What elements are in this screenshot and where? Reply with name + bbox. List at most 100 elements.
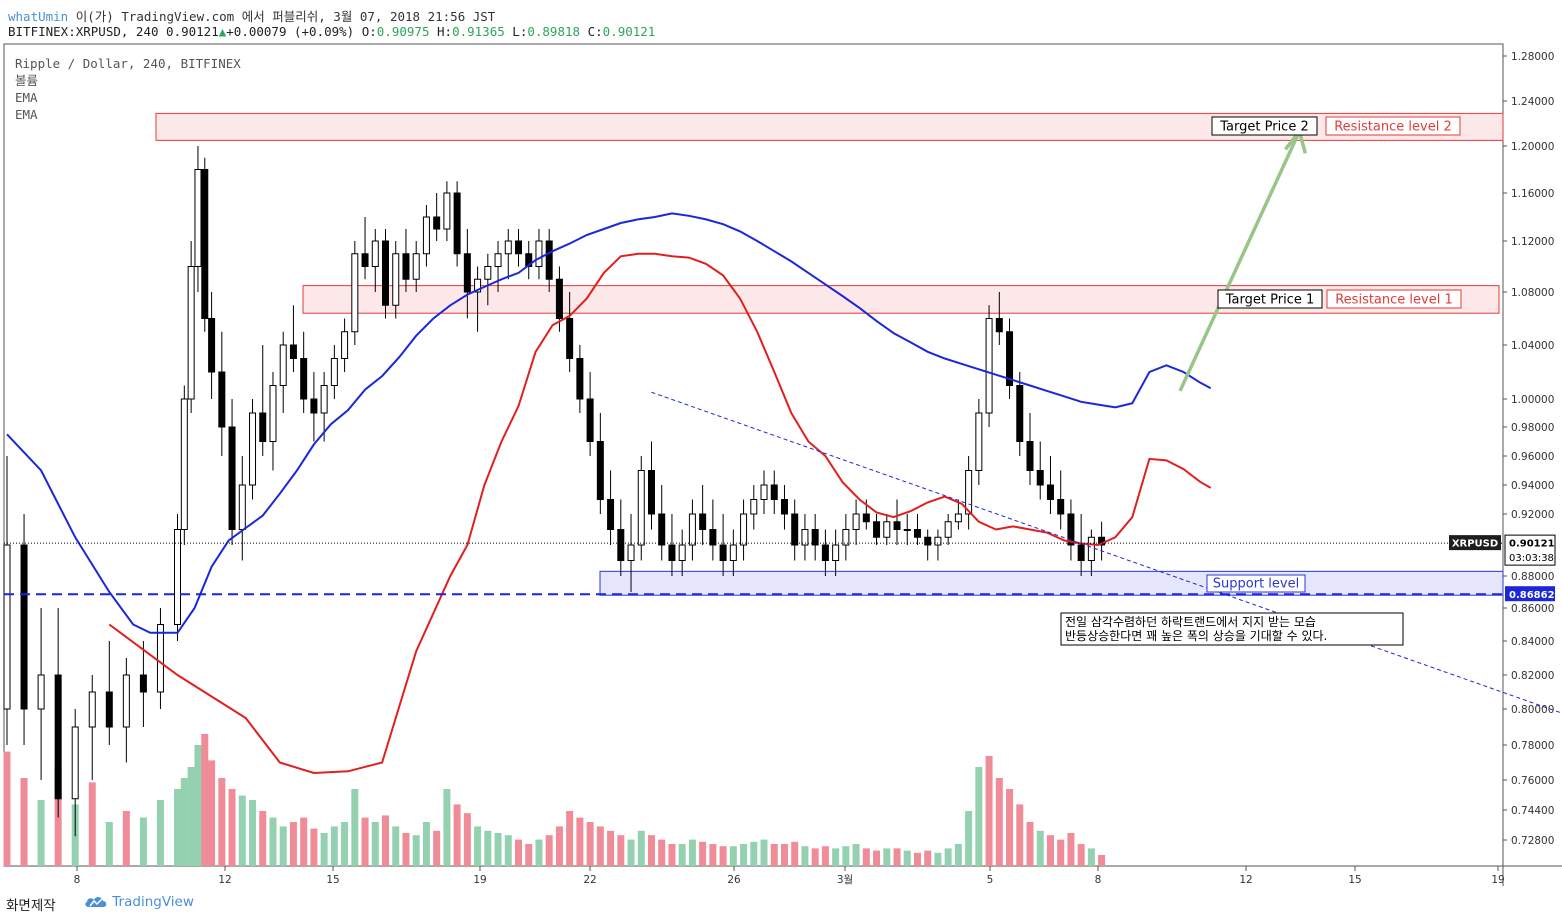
time-tick-label: 3월 bbox=[837, 874, 853, 886]
price-axis: 1.28000 1.24000 1.20000 1.16000 1.12000 1.080… bbox=[1449, 51, 1556, 847]
annotation-line: 반등상승한다면 꽤 높은 폭의 상승을 기대할 수 있다. bbox=[1065, 629, 1327, 643]
candle-body bbox=[555, 278, 563, 319]
volume-bar bbox=[433, 830, 441, 866]
volume-bar bbox=[1057, 839, 1065, 866]
price-tick-label: 1.20000 bbox=[1511, 141, 1554, 153]
volume-bar bbox=[944, 848, 952, 866]
candle-body bbox=[351, 253, 359, 333]
volume-bar bbox=[903, 850, 911, 866]
volume-bar bbox=[37, 800, 45, 866]
volume-bar bbox=[995, 778, 1003, 866]
author-link[interactable]: whatUmin bbox=[8, 9, 69, 24]
volume-bar bbox=[443, 789, 451, 866]
candle-body bbox=[382, 240, 390, 306]
candle-body bbox=[392, 253, 400, 306]
volume-bar bbox=[893, 848, 901, 866]
time-tick-label: 8 bbox=[74, 874, 81, 886]
high-label: H: bbox=[437, 24, 453, 39]
candle-body bbox=[975, 412, 983, 471]
volume-bar bbox=[320, 833, 328, 866]
volume-bars bbox=[3, 734, 1106, 866]
volume-bar bbox=[208, 760, 216, 866]
price-tick-label: 1.24000 bbox=[1511, 96, 1554, 108]
volume-bar bbox=[249, 800, 257, 866]
volume-bar bbox=[617, 835, 625, 866]
candle-body bbox=[180, 398, 188, 530]
candle-body bbox=[300, 358, 308, 400]
volume-bar bbox=[20, 778, 28, 866]
volume-bar bbox=[310, 828, 318, 866]
candle-body bbox=[944, 521, 952, 538]
target-price-2-label: Target Price 2 bbox=[1219, 120, 1308, 135]
candle-body bbox=[750, 499, 758, 515]
candle-body bbox=[903, 529, 911, 531]
tradingview-logo[interactable]: TradingView bbox=[84, 894, 194, 910]
price-tick-label: 0.92000 bbox=[1511, 509, 1554, 521]
candle-body bbox=[194, 169, 202, 267]
legend-volume: 볼륨 bbox=[15, 73, 39, 88]
volume-bar bbox=[719, 846, 727, 866]
candle-body bbox=[443, 192, 451, 230]
candle-body bbox=[740, 513, 748, 546]
candle-body bbox=[535, 240, 543, 267]
ema-fast-line bbox=[108, 252, 1212, 775]
last-price-text: 0.90121 bbox=[1509, 539, 1555, 550]
volume-bar bbox=[525, 844, 533, 866]
candle-body bbox=[801, 529, 809, 546]
volume-bar bbox=[586, 822, 594, 866]
time-tick-label: 22 bbox=[583, 874, 596, 886]
candle-body bbox=[658, 513, 666, 546]
volume-bar bbox=[688, 839, 696, 866]
candle-body bbox=[699, 513, 707, 530]
price-tick-label: 0.78000 bbox=[1511, 740, 1554, 752]
volume-bar bbox=[699, 841, 707, 866]
time-tick-label: 19 bbox=[473, 874, 486, 886]
candle-body bbox=[156, 624, 164, 693]
candle-body bbox=[139, 674, 147, 693]
volume-bar bbox=[392, 826, 400, 866]
candle-body bbox=[320, 385, 328, 414]
candle-body bbox=[760, 484, 768, 500]
candle-body bbox=[791, 513, 799, 546]
candle-body bbox=[770, 484, 778, 500]
chart-legend: Ripple / Dollar, 240, BITFINEX 볼륨 EMA EM… bbox=[15, 55, 241, 123]
publish-header: whatUmin 이(가) TradingView.com 에서 퍼블리쉬, 3… bbox=[8, 6, 495, 25]
volume-bar bbox=[1087, 848, 1095, 866]
support-level-label-box bbox=[1206, 574, 1306, 593]
volume-bar bbox=[913, 852, 921, 866]
volume-bar bbox=[985, 756, 993, 866]
candle-body bbox=[954, 513, 962, 523]
candle-body bbox=[515, 240, 522, 255]
time-tick-label: 12 bbox=[1239, 874, 1252, 886]
volume-bar bbox=[330, 826, 338, 866]
price-tick-label: 1.16000 bbox=[1511, 188, 1554, 200]
candle-body bbox=[545, 240, 553, 280]
downtrend-line bbox=[651, 391, 1562, 714]
volume-bar bbox=[174, 789, 181, 866]
price-tick-label: 0.80000 bbox=[1511, 704, 1554, 716]
candles bbox=[3, 146, 1106, 837]
price-tick-label: 0.88000 bbox=[1511, 571, 1554, 583]
volume-bar bbox=[647, 835, 655, 866]
volume-bar bbox=[228, 789, 236, 866]
support-price-text: 0.86862 bbox=[1509, 590, 1555, 601]
volume-bar bbox=[760, 839, 768, 866]
candle-body bbox=[422, 216, 430, 255]
candle-body bbox=[566, 318, 574, 359]
volume-bar bbox=[801, 846, 809, 866]
ema-slow-line bbox=[6, 212, 1212, 634]
last-price-badge bbox=[1504, 534, 1556, 566]
volume-bar bbox=[259, 811, 267, 866]
target-price-1-label: Target Price 1 bbox=[1225, 293, 1314, 308]
price-tick-label: 0.76000 bbox=[1511, 775, 1554, 787]
candle-body bbox=[3, 544, 11, 710]
candle-body bbox=[596, 441, 604, 500]
candle-body bbox=[934, 536, 942, 546]
candle-body bbox=[494, 253, 502, 267]
candle-body bbox=[54, 674, 62, 800]
volume-bar bbox=[88, 782, 96, 866]
time-axis: 8 12 15 19 22 26 3월 5 8 12 15 19 bbox=[74, 866, 1505, 886]
candle-body bbox=[201, 169, 209, 319]
candle-body bbox=[1057, 499, 1065, 515]
